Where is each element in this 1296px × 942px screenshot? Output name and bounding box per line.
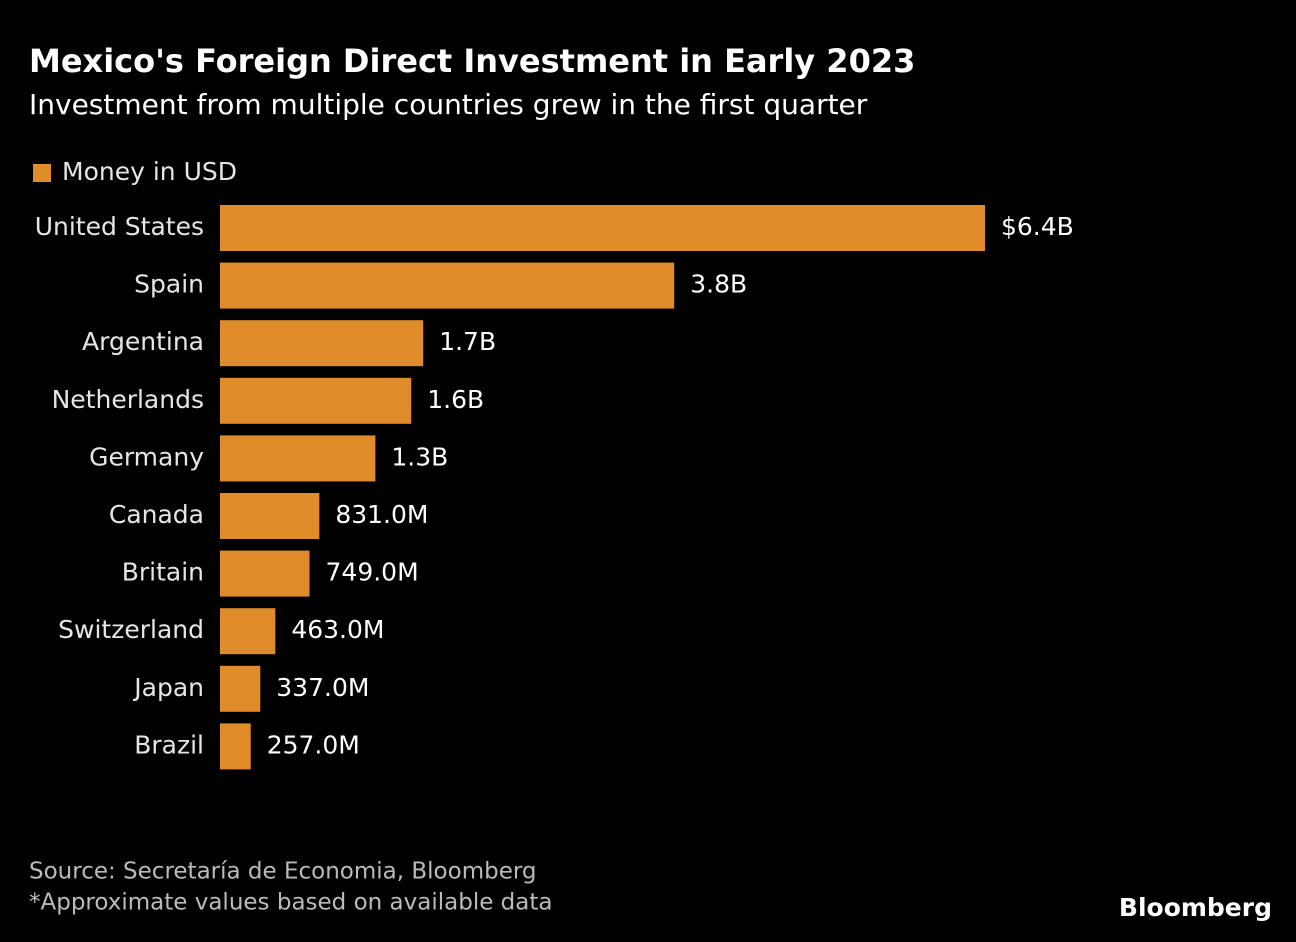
chart-title: Mexico's Foreign Direct Investment in Ea…: [29, 42, 915, 80]
value-label: 1.6B: [427, 385, 484, 414]
value-label: 831.0M: [335, 500, 428, 529]
bar: [220, 608, 276, 655]
bar: [220, 723, 251, 770]
value-label: 337.0M: [276, 673, 369, 702]
bar: [220, 493, 320, 539]
bar: [220, 665, 261, 712]
value-label: 749.0M: [326, 558, 419, 587]
value-label: 1.7B: [439, 327, 496, 356]
category-label: Argentina: [82, 327, 204, 356]
value-label: 3.8B: [690, 270, 747, 299]
category-label: United States: [35, 212, 204, 241]
value-label: 463.0M: [291, 615, 384, 644]
category-label: Switzerland: [58, 615, 204, 644]
bar: [220, 435, 376, 482]
brand-logo: Bloomberg: [1119, 893, 1272, 922]
note: *Approximate values based on available d…: [29, 890, 552, 916]
value-label: 257.0M: [267, 730, 360, 759]
bar: [220, 377, 412, 424]
category-label: Britain: [122, 558, 204, 587]
chart-subtitle: Investment from multiple countries grew …: [29, 88, 868, 121]
value-label: $6.4B: [1001, 212, 1074, 241]
category-label: Netherlands: [52, 385, 204, 414]
category-label: Spain: [134, 270, 204, 299]
legend-label: Money in USD: [62, 157, 237, 186]
value-label: 1.3B: [391, 442, 448, 471]
category-label: Brazil: [134, 730, 204, 759]
category-label: Japan: [132, 673, 204, 702]
bar: [220, 320, 424, 367]
source: Source: Secretaría de Economia, Bloomber…: [29, 859, 537, 885]
bar: [220, 550, 310, 597]
bar: [220, 205, 985, 251]
category-label: Germany: [89, 442, 204, 471]
category-label: Canada: [109, 500, 204, 529]
bar: [220, 262, 675, 309]
legend-swatch: [33, 164, 51, 182]
